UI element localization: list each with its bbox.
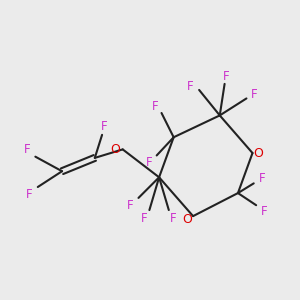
Text: F: F [259, 172, 266, 185]
Text: F: F [141, 212, 148, 225]
Text: F: F [24, 143, 30, 156]
Text: F: F [146, 156, 153, 169]
Text: F: F [187, 80, 194, 93]
Text: F: F [101, 120, 108, 133]
Text: F: F [223, 70, 229, 83]
Text: F: F [261, 205, 268, 218]
Text: F: F [250, 88, 257, 101]
Text: O: O [254, 146, 263, 160]
Text: O: O [182, 213, 192, 226]
Text: F: F [152, 100, 159, 113]
Text: O: O [110, 143, 120, 156]
Text: F: F [127, 199, 133, 212]
Text: F: F [170, 212, 177, 225]
Text: F: F [26, 188, 33, 201]
